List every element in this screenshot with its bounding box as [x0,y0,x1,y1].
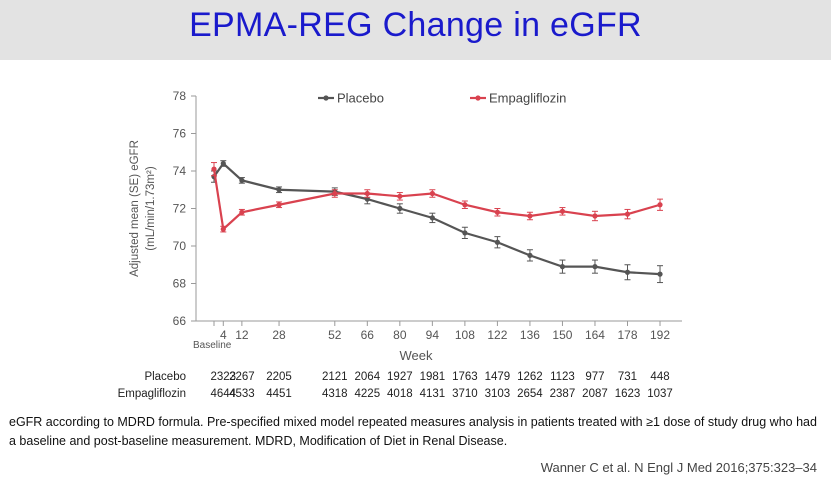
data-point [592,264,598,270]
risk-value: 1479 [485,371,511,383]
data-point [592,213,598,219]
x-tick-label: 178 [617,328,637,342]
risk-value: 731 [618,371,637,383]
x-tick-label: 122 [487,328,507,342]
risk-value: 1623 [615,388,641,400]
egfr-line-chart: 66 68 70 72 74 76 78 4 12 28 52 66 80 94 108 122 136 150 1… [118,89,682,400]
risk-value: 448 [650,371,669,383]
data-point [276,202,282,208]
risk-value: 3710 [452,388,478,400]
risk-value: 4225 [355,388,381,400]
risk-value: 2205 [266,371,292,383]
baseline-label: Baseline [193,340,232,351]
risk-value: 2267 [229,371,255,383]
risk-value: 2064 [355,371,381,383]
risk-value: 1763 [452,371,478,383]
x-tick-label: 28 [272,328,286,342]
data-point [220,160,226,167]
risk-value: 4018 [387,388,413,400]
title-bar [0,0,831,60]
data-point [332,190,338,197]
data-point [657,202,663,208]
data-point [429,215,435,221]
data-point [624,269,631,275]
risk-row-label: Empagliflozin [118,388,186,400]
risk-value: 1927 [387,371,413,383]
x-tick-label: 164 [585,328,605,342]
data-point [462,230,468,236]
legend-label: Empagliflozin [489,91,566,106]
data-point [211,166,217,172]
risk-value: 3103 [485,388,511,400]
y-tick-label: 78 [173,89,187,103]
y-tick-label: 68 [173,277,187,291]
risk-value: 1981 [420,371,446,383]
risk-row-label: Placebo [144,371,186,383]
x-tick-label: 52 [328,328,342,342]
data-point [239,177,245,183]
data-point [559,264,566,270]
data-point [527,213,533,219]
x-tick-label: 192 [650,328,670,342]
data-point [364,196,370,202]
x-tick-label: 80 [393,328,407,342]
risk-value: 1037 [647,388,673,400]
risk-value: 977 [585,371,604,383]
risk-value: 2121 [322,371,348,383]
data-point [220,226,226,232]
risk-value: 4131 [420,388,446,400]
x-tick-label: 4 [220,328,227,342]
data-point [559,208,566,214]
risk-value: 2087 [582,388,608,400]
y-tick-label: 70 [173,239,187,253]
x-tick-label: 108 [455,328,475,342]
page-title: EPMA-REG Change in eGFR [189,6,642,44]
y-axis-label: Adjusted mean (SE) eGFR [129,140,141,277]
series-line-0 [213,161,661,276]
data-point [494,239,501,245]
data-point [624,211,631,217]
y-axis-label-units: (mL/min/1.73m²) [145,166,157,251]
risk-value: 4451 [266,388,292,400]
risk-value: 1262 [517,371,543,383]
x-tick-label: 136 [520,328,540,342]
y-tick-label: 74 [173,164,187,178]
data-point [429,190,435,197]
y-tick-label: 72 [173,202,187,216]
x-tick-label: 12 [235,328,249,342]
x-tick-label: 66 [361,328,375,342]
data-point [657,271,663,277]
legend-marker [323,95,329,101]
data-point [364,190,370,197]
data-point [239,209,245,215]
legend-label: Placebo [337,91,384,106]
y-tick-label: 66 [173,314,187,328]
risk-value: 2654 [517,388,543,400]
data-point [397,193,403,199]
footnote: eGFR according to MDRD formula. Pre-spec… [9,415,817,448]
y-tick-label: 76 [173,127,187,141]
risk-value: 2323 [210,371,236,383]
data-point [462,202,468,208]
risk-value: 1123 [550,371,575,383]
x-tick-label: 94 [426,328,440,342]
data-point [494,209,501,215]
data-point [276,187,282,193]
risk-value: 4318 [322,388,348,400]
risk-value: 4533 [229,388,255,400]
x-tick-label: 150 [552,328,572,342]
legend-marker [475,95,481,101]
data-point [527,252,533,258]
risk-value: 2387 [550,388,576,400]
citation: Wanner C et al. N Engl J Med 2016;375:32… [540,460,817,475]
data-point [397,205,403,212]
x-axis-label: Week [400,348,433,363]
risk-value: 4644 [210,388,236,400]
